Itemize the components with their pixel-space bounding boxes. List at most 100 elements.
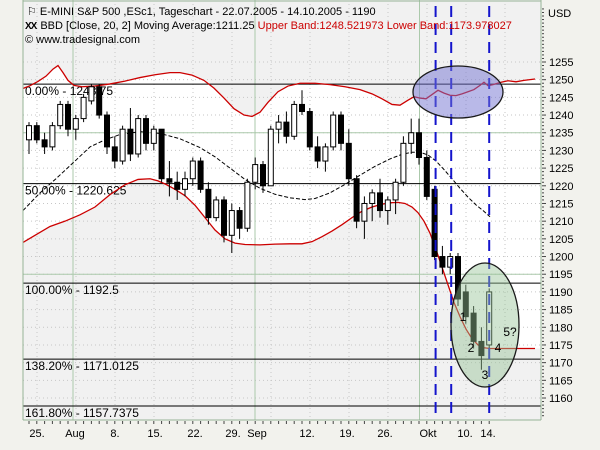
candlestick	[166, 161, 173, 197]
price-tick-label: 1170	[549, 358, 573, 370]
candlestick	[174, 171, 181, 200]
candlestick	[96, 84, 103, 119]
candlestick	[377, 178, 383, 218]
candlestick	[306, 107, 313, 151]
chart-title-bar: ⚐ E-MINI S&P 500 ,ESc1, Tageschart - 22.0…	[27, 6, 376, 18]
candlestick	[338, 111, 344, 151]
candlestick	[213, 196, 220, 222]
candlestick	[275, 115, 282, 144]
candlestick	[252, 157, 259, 190]
candlestick	[416, 118, 422, 165]
candlestick	[439, 245, 446, 275]
price-tick-label: 1240	[549, 110, 573, 122]
candlestick	[72, 115, 79, 140]
price-tick-label: 1175	[549, 340, 573, 352]
fib-label: 161.80% - 1157.7375	[25, 406, 139, 420]
candlestick	[221, 196, 227, 243]
candlestick	[314, 136, 321, 169]
candlestick	[322, 143, 329, 172]
price-tick-label: 1195	[549, 269, 573, 281]
date-tick-label: 10.	[457, 428, 472, 440]
indicator-band-values: Upper Band:1248.521973 Lower Band:1173.9…	[257, 20, 512, 32]
candlestick	[369, 189, 376, 222]
date-tick-label: Aug	[65, 428, 85, 440]
price-tick-label: 1245	[549, 92, 573, 104]
date-tick-label: 12.	[299, 428, 314, 440]
blue-marker-lines	[434, 6, 491, 419]
candlestick	[88, 84, 95, 105]
candlestick	[158, 128, 165, 183]
candlestick	[65, 100, 71, 137]
price-tick-label: 1190	[549, 287, 573, 299]
wave-label: 3	[482, 368, 489, 382]
candlestick	[197, 157, 204, 193]
candlestick	[423, 150, 430, 200]
price-tick-label: 1205	[549, 234, 573, 246]
candlestick	[330, 111, 337, 151]
candlestick	[283, 111, 290, 144]
wave-label: 1	[460, 310, 467, 324]
wave-count-ellipse	[450, 262, 520, 388]
price-tick-label: 1200	[549, 252, 573, 264]
lower-band-line	[22, 178, 535, 350]
price-axis: 1160 1165 1170 1175 1180 1185 1190 1195 1200 1205…	[542, 8, 573, 417]
price-tick-label: 1160	[549, 393, 573, 405]
date-tick-label: Okt	[419, 428, 436, 440]
candlestick	[291, 100, 298, 140]
candlestick	[267, 125, 274, 187]
candlestick	[135, 115, 142, 158]
candlestick	[111, 136, 118, 169]
price-tick-label: 1255	[549, 57, 573, 69]
price-tick-label: 1180	[549, 322, 573, 334]
fib-label: 138.20% - 1171.0125	[25, 359, 139, 373]
price-tick-label: 1225	[549, 163, 573, 175]
candlestick	[408, 118, 415, 154]
candlestick	[127, 107, 134, 162]
candlestick	[236, 207, 243, 239]
candlestick	[49, 122, 56, 151]
date-tick-label: 15.	[147, 428, 162, 440]
candlestick	[228, 203, 235, 253]
candlestick	[478, 327, 485, 370]
wave-label: 2	[468, 341, 475, 355]
indicator-values: BBD [Close, 20, 2] Moving Average:1211.2…	[40, 20, 255, 32]
candlestick	[57, 100, 64, 130]
wave-label: 5?	[503, 325, 517, 339]
candlestick	[119, 125, 126, 165]
date-tick-label: 25.	[29, 428, 44, 440]
moving-average	[22, 131, 491, 218]
candlestick	[33, 122, 40, 144]
date-tick-label: Sep	[247, 428, 267, 440]
flag-icon: ⚐	[27, 6, 37, 18]
indicator-legend: XX BBD [Close, 20, 2] Moving Average:1211…	[25, 20, 512, 33]
price-tick-label: 1185	[549, 305, 573, 317]
candlestick	[361, 196, 368, 239]
candlestick	[182, 171, 188, 197]
price-tick-label: 1220	[549, 181, 573, 193]
candlestick	[400, 136, 407, 186]
candlestick	[455, 252, 461, 307]
price-tick-label: 1250	[549, 75, 573, 87]
indicator-icon: XX	[25, 21, 37, 32]
date-tick-label: 14.	[480, 428, 495, 440]
candlestick	[299, 90, 305, 116]
date-tick-label: 22.	[187, 428, 202, 440]
currency-label: USD	[548, 8, 572, 20]
date-tick-label: 19.	[339, 428, 354, 440]
candlestick	[470, 306, 477, 349]
candlestick	[104, 111, 110, 154]
candlestick	[80, 93, 87, 123]
date-tick-label: 8.	[110, 428, 119, 440]
candlestick	[244, 178, 251, 232]
candlestick	[41, 132, 48, 154]
candlestick	[462, 284, 469, 324]
candlestick	[345, 129, 352, 186]
candlestick	[384, 196, 391, 225]
candlestick	[353, 175, 360, 229]
wave-label: 4	[495, 341, 502, 355]
date-tick-label: 29.	[225, 428, 240, 440]
